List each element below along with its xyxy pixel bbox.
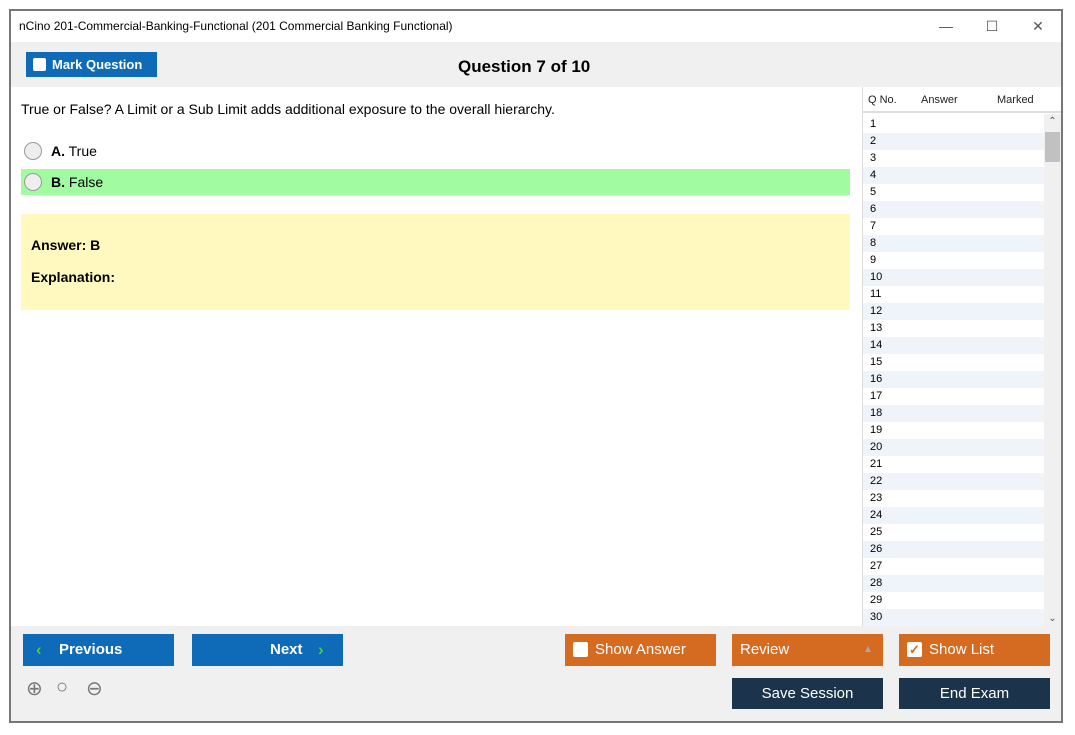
chevron-left-icon: ‹ (36, 640, 42, 659)
list-row[interactable]: 14 (863, 337, 1044, 354)
list-row[interactable]: 13 (870, 322, 883, 334)
window-title: nCino 201-Commercial-Banking-Functional … (19, 19, 453, 33)
previous-button[interactable]: ‹ Previous (23, 634, 174, 666)
answer-box: Answer: B Explanation: (21, 214, 850, 310)
option-b[interactable]: B. False (21, 169, 850, 195)
col-marked[interactable]: Marked (997, 94, 1034, 106)
col-answer[interactable]: Answer (921, 94, 958, 106)
scroll-up-icon[interactable]: ⌃ (1048, 116, 1057, 127)
maximize-button[interactable]: ☐ (985, 18, 999, 34)
mark-question-button[interactable]: Mark Question (26, 52, 157, 77)
answer-label: Answer: B (31, 237, 101, 253)
scroll-thumb[interactable] (1045, 132, 1060, 162)
caret-up-icon: ▲ (863, 644, 873, 655)
list-row[interactable]: 9 (870, 254, 877, 266)
zoom-out-icon[interactable]: ⊖ (86, 678, 103, 700)
checkbox-checked-icon[interactable]: ✓ (907, 642, 922, 657)
list-row[interactable]: 29 (870, 594, 883, 606)
list-row[interactable]: 1 (870, 118, 877, 130)
header: Mark Question Question 7 of 10 (11, 42, 1061, 87)
show-answer-label: Show Answer (595, 641, 686, 658)
list-row[interactable]: 10 (863, 269, 1044, 286)
option-text: False (68, 174, 104, 190)
list-row[interactable]: 2 (863, 133, 1044, 150)
list-row[interactable]: 21 (870, 458, 883, 470)
save-session-button[interactable]: Save Session (732, 678, 883, 709)
minimize-button[interactable]: — (939, 18, 953, 34)
show-answer-button[interactable]: Show Answer (565, 634, 716, 666)
list-row[interactable]: 8 (863, 235, 1044, 252)
option-letter: B. (51, 174, 65, 190)
zoom-reset-icon[interactable]: ○ (56, 676, 69, 698)
list-row[interactable]: 11 (870, 288, 882, 300)
option-text: True (68, 143, 97, 159)
list-row[interactable]: 12 (863, 303, 1044, 320)
checkbox-icon[interactable] (573, 642, 588, 657)
close-button[interactable]: ✕ (1032, 18, 1044, 34)
list-row[interactable]: 22 (863, 473, 1044, 490)
list-row[interactable]: 18 (863, 405, 1044, 422)
review-label: Review (740, 641, 790, 658)
list-row[interactable]: 4 (863, 167, 1044, 184)
scroll-down-icon[interactable]: ⌄ (1048, 613, 1057, 624)
scrollbar[interactable]: ⌃ ⌄ (1044, 114, 1061, 626)
list-rows: 1 2 3 4 5 6 7 8 9 10 11 12 13 14 15 16 17 18 19 20 21 22 23 24 2… (863, 116, 1044, 626)
list-row[interactable]: 7 (870, 220, 877, 232)
list-row[interactable]: 25 (870, 526, 883, 538)
show-list-button[interactable]: ✓ Show List (899, 634, 1050, 666)
list-row[interactable]: 19 (870, 424, 883, 436)
app-window: nCino 201-Commercial-Banking-Functional … (9, 9, 1063, 723)
next-button[interactable]: Next › (192, 634, 343, 666)
col-qno[interactable]: Q No. (868, 94, 897, 106)
option-letter: A. (51, 143, 65, 159)
zoom-in-icon[interactable]: ⊕ (26, 678, 43, 700)
list-row[interactable]: 6 (863, 201, 1044, 218)
list-row[interactable]: 30 (863, 609, 1044, 626)
option-a[interactable]: A. True (21, 138, 850, 164)
list-row[interactable]: 27 (870, 560, 883, 572)
question-list: Q No. Answer Marked 1 2 3 4 5 6 7 8 9 10 11 12 13 14 1… (862, 87, 1061, 626)
title-bar: nCino 201-Commercial-Banking-Functional … (11, 11, 1061, 42)
next-label: Next (270, 641, 303, 658)
checkbox-icon (33, 58, 46, 71)
radio-icon[interactable] (24, 142, 42, 160)
list-row[interactable]: 15 (870, 356, 883, 368)
list-row[interactable]: 28 (863, 575, 1044, 592)
show-list-label: Show List (929, 641, 995, 658)
end-exam-button[interactable]: End Exam (899, 678, 1050, 709)
radio-icon[interactable] (24, 173, 42, 191)
list-row[interactable]: 5 (870, 186, 877, 198)
list-row[interactable]: 16 (863, 371, 1044, 388)
question-title: Question 7 of 10 (458, 57, 591, 76)
review-dropdown[interactable]: Review ▲ (732, 634, 883, 666)
list-row[interactable]: 23 (870, 492, 883, 504)
list-row[interactable]: 17 (870, 390, 883, 402)
previous-label: Previous (59, 641, 123, 658)
list-row[interactable]: 24 (863, 507, 1044, 524)
list-row[interactable]: 26 (863, 541, 1044, 558)
mark-question-label: Mark Question (52, 57, 143, 72)
question-text: True or False? A Limit or a Sub Limit ad… (21, 101, 555, 117)
explanation-label: Explanation: (31, 269, 116, 285)
chevron-right-icon: › (318, 640, 324, 659)
list-header: Q No. Answer Marked (863, 87, 1061, 113)
list-row[interactable]: 3 (870, 152, 877, 164)
list-row[interactable]: 20 (863, 439, 1044, 456)
question-panel: True or False? A Limit or a Sub Limit ad… (11, 87, 862, 626)
